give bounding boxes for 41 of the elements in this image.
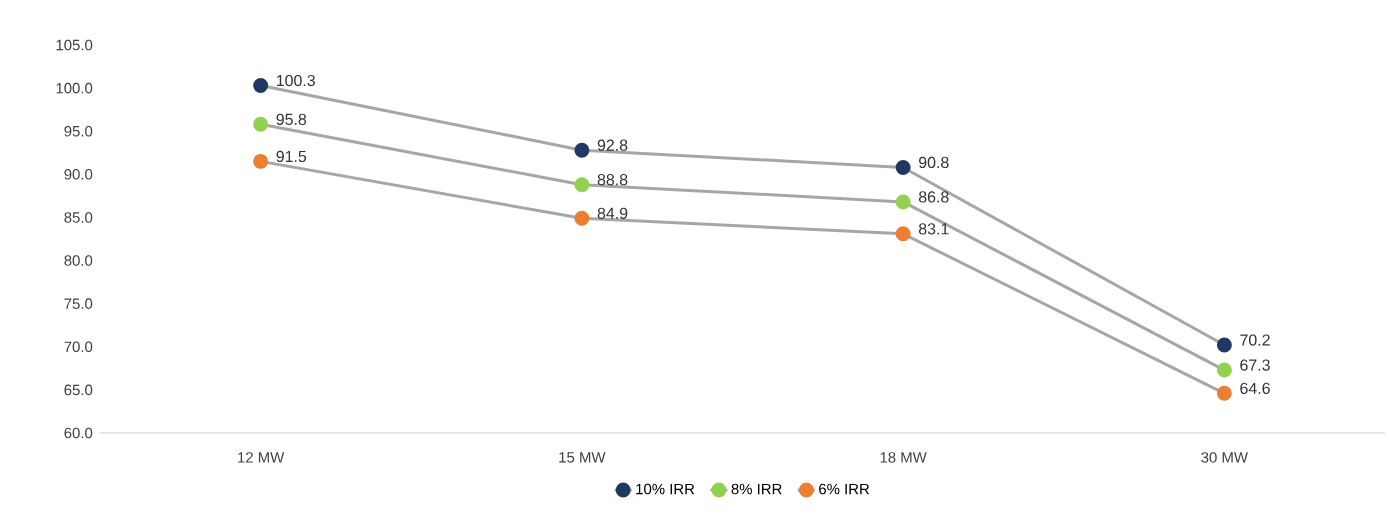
data-label: 91.5 (276, 150, 307, 163)
legend-label: 8% IRR (731, 483, 782, 495)
point (1216, 385, 1232, 401)
point (895, 194, 911, 210)
y-tick-label: 75.0 (64, 298, 93, 309)
point (574, 177, 590, 193)
y-tick-label: 80.0 (64, 255, 93, 266)
data-label: 88.8 (597, 174, 628, 186)
point (574, 142, 590, 158)
data-label: 84.9 (597, 207, 628, 219)
y-tick-label: 85.0 (64, 212, 93, 223)
legend-label: 10% IRR (636, 483, 695, 495)
point (253, 153, 269, 169)
point (895, 159, 911, 175)
x-tick-label: 12 MW (238, 452, 285, 463)
point (253, 78, 269, 93)
point (253, 116, 269, 132)
data-label: 90.8 (919, 156, 949, 169)
point (895, 226, 911, 242)
data-label: 92.8 (597, 139, 628, 151)
data-label: 83.1 (918, 223, 949, 235)
y-tick-label: 90.0 (64, 169, 93, 180)
data-label: 70.2 (1240, 334, 1270, 346)
data-label: 86.8 (918, 191, 949, 203)
point (1216, 337, 1232, 353)
x-tick-label: 18 MW (880, 452, 927, 463)
legend-label: 6% IRR (819, 483, 870, 495)
data-label: 67.3 (1240, 359, 1270, 371)
x-tick-label: 30 MW (1201, 452, 1248, 463)
y-tick-label: 60.0 (64, 427, 93, 439)
point (1216, 362, 1232, 378)
y-tick-label: 95.0 (64, 125, 93, 137)
point (574, 210, 590, 226)
y-tick-label: 65.0 (64, 384, 93, 396)
data-label: 95.8 (276, 113, 307, 125)
data-label: 64.6 (1240, 382, 1270, 394)
y-tick-label: 70.0 (64, 341, 93, 353)
data-label: 100.3 (276, 74, 315, 87)
x-tick-label: 15 MW (559, 452, 606, 463)
y-tick-label: 100.0 (56, 82, 93, 94)
y-tick-label: 105.0 (56, 39, 93, 51)
